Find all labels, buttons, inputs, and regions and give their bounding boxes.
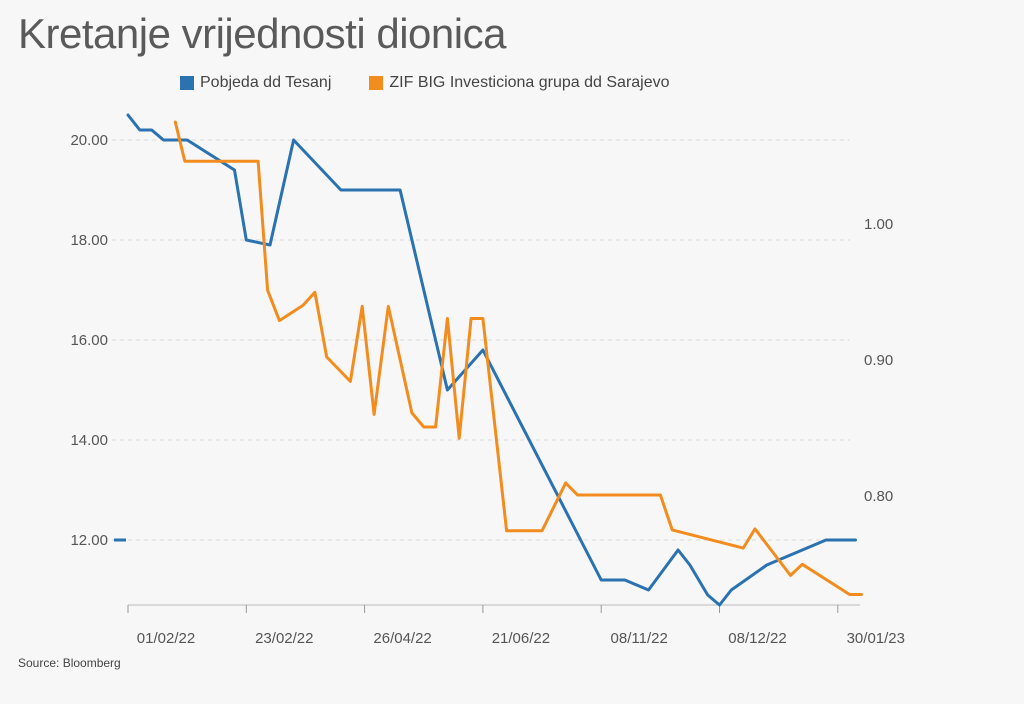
legend-item-series-2: ZIF BIG Investiciona grupa dd Sarajevo [369, 74, 670, 92]
legend-swatch-series-1 [180, 76, 194, 90]
x-tick-label: 08/11/22 [611, 630, 668, 647]
y-left-tick-label: 14.00 [70, 432, 108, 449]
y-right-tick-label: 1.00 [864, 216, 893, 233]
x-tick-label: 01/02/22 [137, 630, 195, 647]
x-tick-label: 26/04/22 [373, 630, 431, 647]
y-right-tick-label: 0.80 [864, 488, 893, 505]
x-tick-label: 08/12/22 [728, 630, 786, 647]
legend-item-series-1: Pobjeda dd Tesanj [180, 74, 331, 92]
legend-label-series-1: Pobjeda dd Tesanj [200, 74, 332, 91]
x-tick-label: 30/01/23 [847, 630, 905, 647]
x-tick-label: 21/06/22 [492, 630, 550, 647]
series-line-1 [126, 113, 857, 607]
y-left-tick-label: 16.00 [70, 332, 108, 349]
series-line-2 [173, 120, 863, 596]
legend: Pobjeda dd Tesanj ZIF BIG Investiciona g… [180, 74, 670, 92]
x-tick-label: 23/02/22 [255, 630, 313, 647]
y-left-tick-label: 20.00 [70, 132, 108, 149]
source-note: Source: Bloomberg [18, 656, 121, 670]
legend-swatch-series-2 [369, 76, 384, 90]
legend-label-series-2: ZIF BIG Investiciona grupa dd Sarajevo [389, 74, 670, 91]
y-left-tick-label: 12.00 [70, 532, 108, 549]
y-left-tick-label: 18.00 [70, 232, 108, 249]
y-right-tick-label: 0.90 [864, 352, 893, 369]
chart-title: Kretanje vrijednosti dionica [18, 10, 506, 57]
